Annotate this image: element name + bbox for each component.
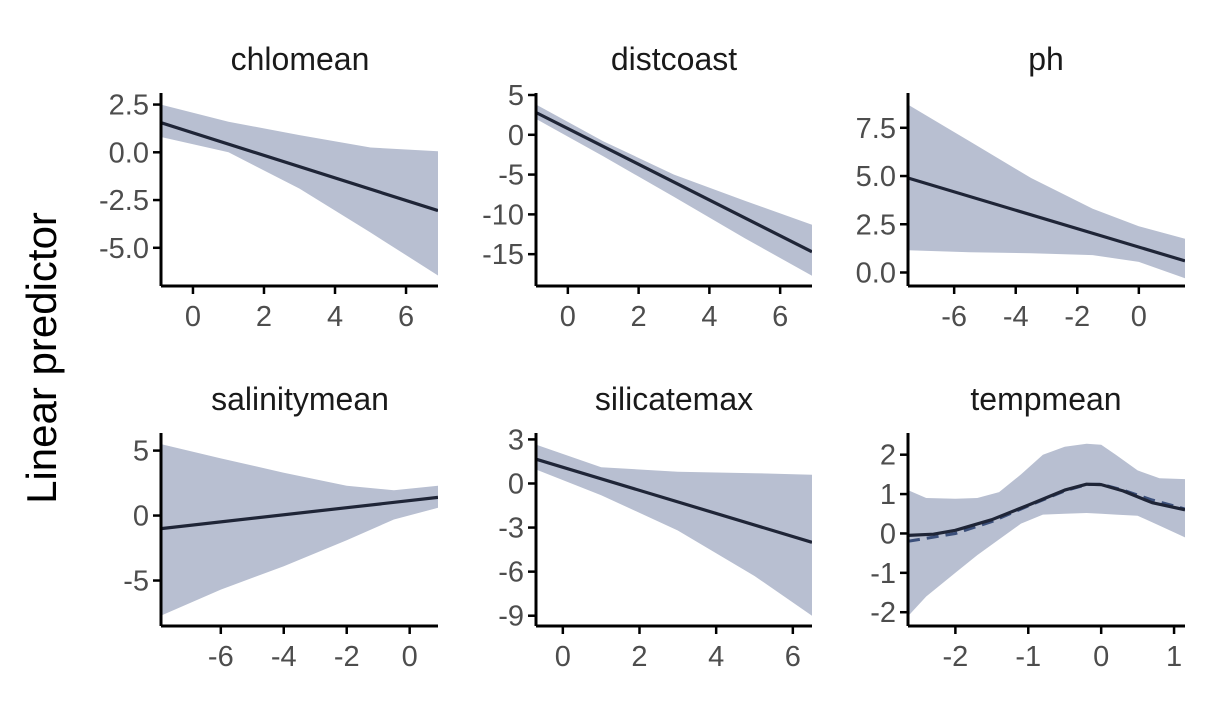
x-tick-label: 6 [772,301,788,333]
y-axis-label: Linear predictor [18,212,65,504]
x-tick-label: -6 [941,301,967,333]
y-tick-label: 5 [133,436,149,468]
fitted-line [908,482,1185,537]
panel-title-silicatemax: silicatemax [595,381,753,417]
x-tick-label: -1 [1015,641,1041,673]
panel-silicatemax: 3 0 -3 -6 -9 0 2 4 6 silicatemax [498,381,812,673]
y-tick-label: 0 [880,518,896,550]
x-tick-label: -4 [271,641,297,673]
y-tick-label: -2 [870,597,896,629]
x-tick-label: -2 [1064,301,1090,333]
y-tick-label: 2.5 [109,90,149,122]
y-tick-label: -9 [498,601,524,633]
x-tick-label: 4 [701,301,717,333]
x-tick-label: 0 [1093,641,1109,673]
plot-area-ph [908,104,1185,279]
fitted-line [161,495,438,531]
x-tick-label: 0 [560,301,576,333]
x-tick-label: 0 [402,641,418,673]
x-tick-label: -2 [942,641,968,673]
plot-area-salinitymean [161,444,438,616]
panel-title-distcoast: distcoast [611,41,737,77]
x-tick-label: 0 [555,641,571,673]
fitted-line [161,121,438,213]
confidence-band [536,104,812,276]
y-tick-label: -3 [498,513,524,545]
y-tick-label: 2 [880,440,896,472]
panel-ph: 7.5 5.0 2.5 0.0 -6 -4 -2 0 ph [856,41,1185,333]
plot-area-silicatemax [536,444,812,616]
fitted-line [536,111,812,254]
x-tick-label: 6 [785,641,801,673]
y-tick-label: -1 [870,558,896,590]
x-tick-label: 0 [185,301,201,333]
y-tick-label: 0.0 [856,257,896,289]
y-tick-label: 0 [508,120,524,152]
x-tick-label: 2 [256,301,272,333]
x-tick-label: 4 [327,301,343,333]
x-tick-label: 6 [398,301,414,333]
x-tick-label: 2 [631,301,647,333]
x-tick-label: -6 [208,641,234,673]
y-tick-label: 0 [133,501,149,533]
plot-area-distcoast [536,104,812,276]
x-tick-label: 1 [1166,641,1182,673]
panel-salinitymean: 5 0 -5 -6 -4 -2 0 salinitymean [123,381,438,673]
y-tick-label: -5 [123,566,149,598]
fitted-line [536,457,812,544]
plot-area-tempmean [908,443,1185,617]
plot-area-chlomean [161,104,438,276]
confidence-band [908,104,1185,279]
confidence-band [161,104,438,276]
y-tick-label: 0 [508,468,524,500]
panel-title-ph: ph [1028,41,1064,77]
panel-distcoast: 5 0 -5 -10 -15 0 2 4 6 distcoast [482,41,812,333]
y-tick-label: 5.0 [856,161,896,193]
y-tick-label: 0.0 [109,137,149,169]
x-tick-label: -2 [334,641,360,673]
y-tick-label: -5 [498,160,524,192]
panel-title-salinitymean: salinitymean [211,381,389,417]
y-tick-label: -10 [482,199,524,231]
panel-tempmean: 2 1 0 -1 -2 -2 -1 0 1 tempmean [870,381,1185,673]
y-tick-label: -6 [498,557,524,589]
y-tick-label: 2.5 [856,209,896,241]
x-tick-label: 0 [1131,301,1147,333]
y-tick-label: -2.5 [99,185,149,217]
fitted-line [908,176,1185,263]
y-tick-label: -5.0 [99,233,149,265]
panel-chlomean: 2.5 0.0 -2.5 -5.0 0 2 4 6 chlomean [99,41,438,333]
y-tick-label: 1 [880,479,896,511]
y-tick-label: 7.5 [856,113,896,145]
x-tick-label: 4 [708,641,724,673]
y-tick-label: -15 [482,239,524,271]
x-tick-label: 2 [631,641,647,673]
y-tick-label: 5 [508,80,524,112]
confidence-band [161,444,438,616]
panel-title-tempmean: tempmean [970,381,1121,417]
panel-title-chlomean: chlomean [231,41,370,77]
x-tick-label: -4 [1003,301,1029,333]
confidence-band [536,444,812,616]
y-tick-label: 3 [508,424,524,456]
